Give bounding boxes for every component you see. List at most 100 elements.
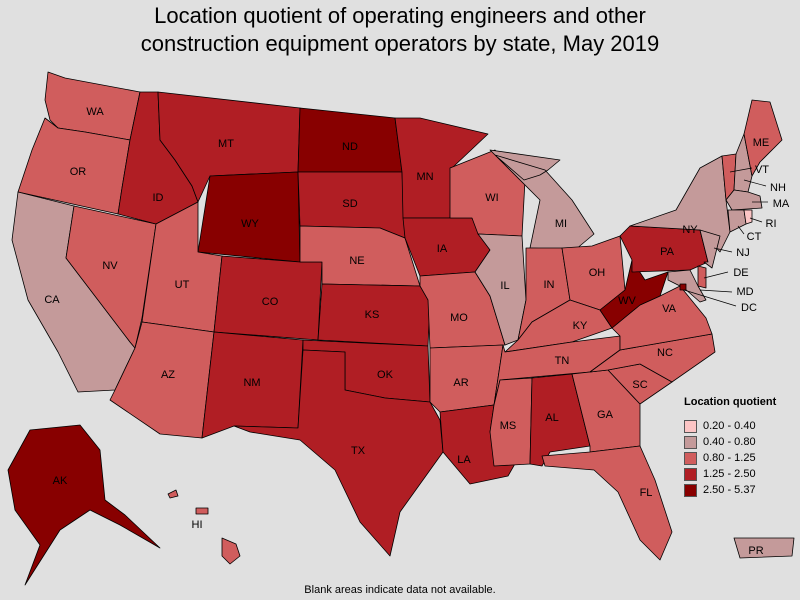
label-MO: MO bbox=[450, 312, 468, 324]
label-NJ: NJ bbox=[736, 247, 749, 259]
state-IL[interactable] bbox=[474, 233, 527, 346]
state-HI-islet-1 bbox=[167, 489, 179, 499]
label-MT: MT bbox=[218, 138, 234, 150]
label-CO: CO bbox=[262, 296, 279, 308]
legend-label: 0.80 - 1.25 bbox=[703, 452, 756, 464]
leader-MD bbox=[699, 289, 733, 293]
label-DC: DC bbox=[741, 302, 757, 314]
leader-NJ bbox=[713, 247, 733, 253]
label-KY: KY bbox=[573, 320, 588, 332]
leader-RI bbox=[749, 217, 763, 223]
label-WY: WY bbox=[241, 218, 259, 230]
state-HI[interactable] bbox=[221, 537, 241, 565]
label-MD: MD bbox=[736, 286, 753, 298]
label-NE: NE bbox=[349, 255, 364, 267]
label-CA: CA bbox=[44, 294, 60, 306]
label-PA: PA bbox=[660, 246, 675, 258]
label-AL: AL bbox=[545, 412, 558, 424]
legend-swatch bbox=[684, 419, 697, 433]
label-NV: NV bbox=[102, 260, 118, 272]
label-CT: CT bbox=[747, 231, 762, 243]
state-CT[interactable] bbox=[727, 209, 747, 233]
label-NM: NM bbox=[243, 377, 260, 389]
label-WI: WI bbox=[485, 192, 498, 204]
leader-DC bbox=[683, 289, 737, 307]
label-AR: AR bbox=[453, 377, 468, 389]
label-NY: NY bbox=[682, 224, 698, 236]
legend-title: Location quotient bbox=[684, 396, 777, 408]
state-ME[interactable] bbox=[743, 99, 783, 177]
label-MN: MN bbox=[416, 171, 433, 183]
label-MA: MA bbox=[773, 198, 790, 210]
label-SC: SC bbox=[632, 379, 647, 391]
label-HI: HI bbox=[192, 519, 203, 531]
legend-item: 2.50 - 5.37 bbox=[684, 482, 800, 498]
label-MI: MI bbox=[555, 218, 567, 230]
label-NH: NH bbox=[770, 182, 786, 194]
label-WA: WA bbox=[86, 106, 104, 118]
label-OH: OH bbox=[589, 267, 606, 279]
legend-swatch bbox=[684, 467, 697, 481]
label-VT: VT bbox=[755, 164, 769, 176]
legend-label: 2.50 - 5.37 bbox=[703, 484, 756, 496]
label-OK: OK bbox=[377, 369, 394, 381]
label-DE: DE bbox=[733, 267, 748, 279]
label-ID: ID bbox=[153, 192, 164, 204]
legend-label: 0.20 - 0.40 bbox=[703, 420, 756, 432]
leader-VT bbox=[729, 167, 753, 173]
leader-NH bbox=[743, 179, 767, 187]
label-ME: ME bbox=[753, 137, 770, 149]
label-KS: KS bbox=[365, 309, 380, 321]
state-PR[interactable] bbox=[733, 537, 795, 559]
legend-item: 1.25 - 2.50 bbox=[684, 466, 800, 482]
label-MS: MS bbox=[500, 420, 517, 432]
label-FL: FL bbox=[640, 487, 653, 499]
label-LA: LA bbox=[457, 454, 471, 466]
title-line-1: Location quotient of operating engineers… bbox=[154, 3, 646, 28]
legend-label: 1.25 - 2.50 bbox=[703, 468, 756, 480]
legend-label: 0.40 - 0.80 bbox=[703, 436, 756, 448]
label-IA: IA bbox=[437, 243, 448, 255]
state-CO[interactable] bbox=[213, 255, 323, 341]
label-IL: IL bbox=[500, 280, 509, 292]
title-line-2: construction equipment operators by stat… bbox=[140, 31, 660, 56]
state-DC[interactable] bbox=[679, 283, 687, 291]
state-TX[interactable] bbox=[233, 349, 444, 557]
label-UT: UT bbox=[175, 279, 190, 291]
state-MA[interactable] bbox=[725, 189, 763, 211]
legend-item: 0.20 - 0.40 bbox=[684, 418, 800, 434]
state-RI[interactable] bbox=[743, 209, 753, 225]
label-ND: ND bbox=[342, 141, 358, 153]
state-HI-islet-2 bbox=[195, 507, 209, 515]
label-IN: IN bbox=[544, 279, 555, 291]
label-RI: RI bbox=[766, 218, 777, 230]
state-NJ[interactable] bbox=[699, 229, 721, 269]
label-AK: AK bbox=[53, 475, 68, 487]
label-TX: TX bbox=[351, 445, 366, 457]
leader-CT bbox=[737, 225, 745, 235]
state-DE[interactable] bbox=[697, 265, 707, 289]
state-FL[interactable] bbox=[541, 445, 673, 561]
label-TN: TN bbox=[555, 355, 570, 367]
legend-swatch bbox=[684, 451, 697, 465]
label-OR: OR bbox=[70, 166, 87, 178]
legend-item: 0.40 - 0.80 bbox=[684, 434, 800, 450]
legend-swatch bbox=[684, 435, 697, 449]
state-NH[interactable] bbox=[733, 133, 753, 193]
label-VA: VA bbox=[662, 303, 677, 315]
label-WV: WV bbox=[618, 295, 636, 307]
label-NC: NC bbox=[657, 347, 673, 359]
legend-item: 0.80 - 1.25 bbox=[684, 450, 800, 466]
legend: Location quotient 0.20 - 0.40 0.40 - 0.8… bbox=[684, 396, 800, 498]
footer-note: Blank areas indicate data not available. bbox=[304, 584, 496, 596]
label-SD: SD bbox=[342, 198, 357, 210]
label-AZ: AZ bbox=[161, 369, 175, 381]
legend-swatch bbox=[684, 483, 697, 497]
state-AK[interactable] bbox=[7, 424, 161, 586]
label-PR: PR bbox=[748, 545, 763, 557]
leader-DE bbox=[703, 271, 729, 279]
label-GA: GA bbox=[597, 409, 614, 421]
map-title: Location quotient of operating engineers… bbox=[0, 2, 800, 58]
